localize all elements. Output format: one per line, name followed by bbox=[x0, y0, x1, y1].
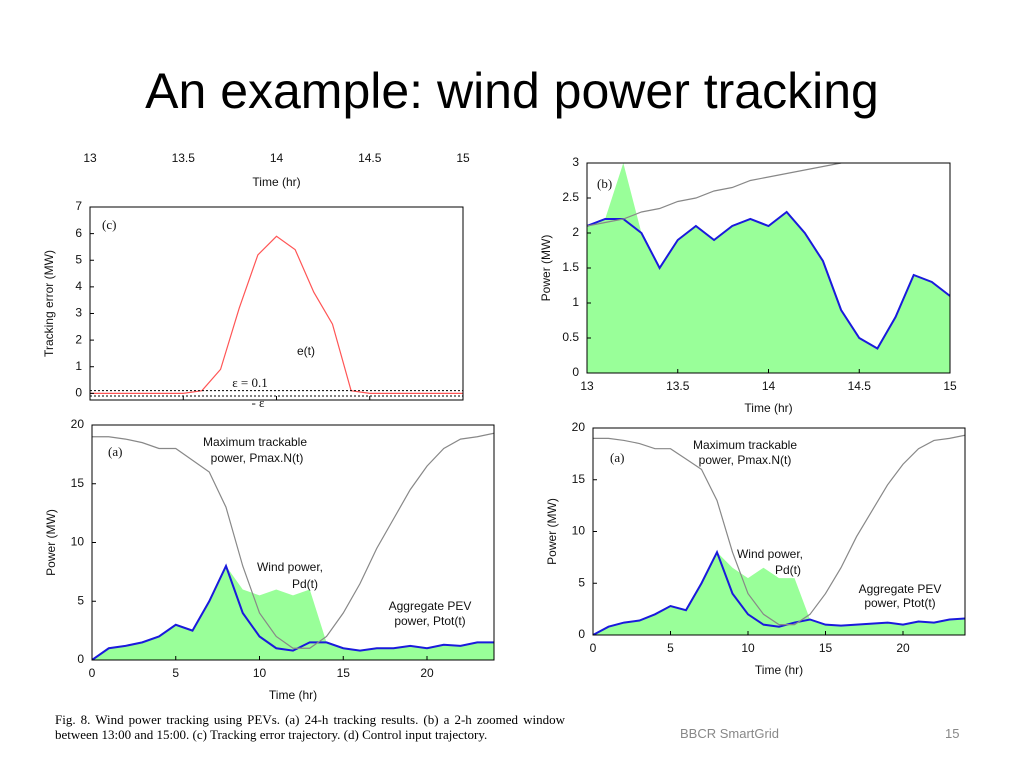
y-tick-label: 0.5 bbox=[562, 330, 579, 344]
x-axis-label: Time (hr) bbox=[744, 401, 792, 415]
x-tick-label: 15 bbox=[819, 641, 833, 655]
y-axis-label: Power (MW) bbox=[539, 235, 553, 302]
chart: 0 5 10 15 20 0 5 10 15 20 Time (hr) Power (MW) (a) Ma… bbox=[44, 417, 495, 702]
annotation: Wind power, bbox=[257, 560, 323, 574]
annotation: power, Pmax.N(t) bbox=[699, 453, 792, 467]
y-tick-label: 1 bbox=[75, 359, 82, 373]
area bbox=[92, 566, 494, 660]
y-tick-label: 0 bbox=[75, 386, 82, 400]
y-tick-label: 6 bbox=[75, 226, 82, 240]
y-tick-label: 0 bbox=[77, 652, 84, 666]
caption: Fig. 8. Wind power tracking using PEVs. … bbox=[55, 712, 565, 742]
x-tick-label: 15 bbox=[943, 379, 957, 393]
page-number: 15 bbox=[945, 726, 960, 741]
y-tick-label: 5 bbox=[77, 593, 84, 607]
area bbox=[587, 163, 950, 373]
y-tick-label: 0 bbox=[572, 365, 579, 379]
x-axis-label: Time (hr) bbox=[252, 175, 300, 189]
x-tick-label: 0 bbox=[89, 666, 96, 680]
slide-title: An example: wind power tracking bbox=[145, 63, 879, 119]
y-tick-label: 4 bbox=[75, 279, 82, 293]
annotation: Aggregate PEV bbox=[389, 599, 472, 613]
y-tick-label: 20 bbox=[572, 420, 586, 434]
y-tick-label: 1.5 bbox=[562, 260, 579, 274]
x-tick-label: 13.5 bbox=[666, 379, 690, 393]
y-tick-label: 5 bbox=[578, 575, 585, 589]
x-tick-label: 5 bbox=[667, 641, 674, 655]
line bbox=[593, 434, 965, 626]
annotation: Maximum trackable bbox=[693, 438, 797, 452]
chart: 13 13.5 14 14.5 15 0 1 2 3 4 5 6 7 Time (hr) Tracking … bbox=[42, 151, 470, 410]
y-tick-label: 15 bbox=[71, 476, 85, 490]
plot-area bbox=[92, 432, 494, 660]
x-tick-label: 14.5 bbox=[358, 151, 382, 165]
annotation: - ε bbox=[251, 395, 265, 410]
annotation: (b) bbox=[597, 176, 612, 191]
y-tick-label: 2 bbox=[75, 332, 82, 346]
y-tick-label: 3 bbox=[75, 306, 82, 320]
line bbox=[90, 235, 463, 394]
y-tick-label: 2.5 bbox=[562, 190, 579, 204]
plot-area bbox=[593, 434, 965, 635]
x-tick-label: 13.5 bbox=[172, 151, 196, 165]
annotation: Wind power, bbox=[737, 547, 803, 561]
x-tick-label: 13 bbox=[580, 379, 594, 393]
line bbox=[587, 163, 842, 227]
y-axis-label: Power (MW) bbox=[44, 509, 58, 576]
y-tick-label: 15 bbox=[572, 472, 586, 486]
x-tick-label: 14.5 bbox=[848, 379, 872, 393]
annotation: power, Pmax.N(t) bbox=[211, 451, 304, 465]
x-tick-label: 0 bbox=[590, 641, 597, 655]
x-tick-label: 10 bbox=[253, 666, 267, 680]
y-tick-label: 5 bbox=[75, 252, 82, 266]
x-tick-label: 10 bbox=[741, 641, 755, 655]
x-tick-label: 20 bbox=[896, 641, 910, 655]
y-axis-label: Tracking error (MW) bbox=[42, 250, 56, 357]
y-tick-label: 10 bbox=[71, 535, 85, 549]
y-tick-label: 3 bbox=[572, 155, 579, 169]
x-tick-label: 14 bbox=[270, 151, 284, 165]
plot-area bbox=[90, 235, 463, 397]
chart: 13 13.5 14 14.5 15 0 0.5 1 1.5 2 2.5 3 Time (hr) Powe… bbox=[539, 155, 957, 415]
x-axis-label: Time (hr) bbox=[269, 688, 317, 702]
y-tick-label: 7 bbox=[75, 199, 82, 213]
annotation: (a) bbox=[108, 444, 122, 459]
x-tick-label: 13 bbox=[83, 151, 97, 165]
x-tick-label: 20 bbox=[420, 666, 434, 680]
x-tick-label: 14 bbox=[762, 379, 776, 393]
y-tick-label: 0 bbox=[578, 627, 585, 641]
y-tick-label: 2 bbox=[572, 225, 579, 239]
annotation: Maximum trackable bbox=[203, 435, 307, 449]
line bbox=[593, 549, 965, 635]
line bbox=[92, 432, 494, 649]
area bbox=[593, 552, 965, 635]
y-tick-label: 1 bbox=[572, 295, 579, 309]
y-tick-label: 10 bbox=[572, 524, 586, 538]
x-tick-label: 15 bbox=[337, 666, 351, 680]
x-axis-label: Time (hr) bbox=[755, 663, 803, 677]
plot-area bbox=[587, 163, 950, 373]
annotation: e(t) bbox=[297, 344, 315, 358]
annotation: Aggregate PEV bbox=[859, 582, 942, 596]
chart: 0 5 10 15 20 0 5 10 15 20 Time (hr) Power (MW) (a) Ma… bbox=[545, 420, 966, 677]
annotation: power, Ptot(t) bbox=[864, 596, 935, 610]
annotation: (a) bbox=[610, 450, 624, 465]
y-axis-label: Power (MW) bbox=[545, 498, 559, 565]
x-tick-label: 15 bbox=[456, 151, 470, 165]
annotation: power, Ptot(t) bbox=[394, 614, 465, 628]
annotation: ε = 0.1 bbox=[232, 375, 268, 390]
annotation: Pd(t) bbox=[775, 563, 801, 577]
x-tick-label: 5 bbox=[172, 666, 179, 680]
line bbox=[587, 210, 950, 350]
line bbox=[92, 563, 494, 660]
figure-background bbox=[40, 148, 478, 416]
y-tick-label: 20 bbox=[71, 417, 85, 431]
annotation: Pd(t) bbox=[292, 577, 318, 591]
annotation: (c) bbox=[102, 217, 116, 232]
footer: BBCR SmartGrid bbox=[680, 726, 779, 741]
